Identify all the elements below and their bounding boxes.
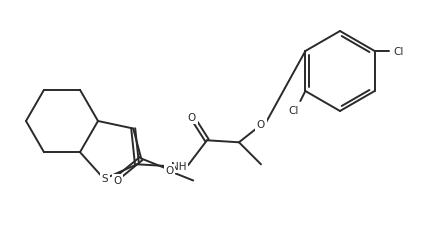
Text: NH: NH — [171, 162, 187, 172]
Text: Cl: Cl — [394, 47, 404, 57]
Text: O: O — [165, 166, 173, 176]
Text: Cl: Cl — [288, 106, 299, 116]
Text: O: O — [257, 120, 265, 130]
Text: O: O — [113, 176, 121, 186]
Text: S: S — [102, 173, 108, 183]
Text: O: O — [188, 113, 196, 123]
